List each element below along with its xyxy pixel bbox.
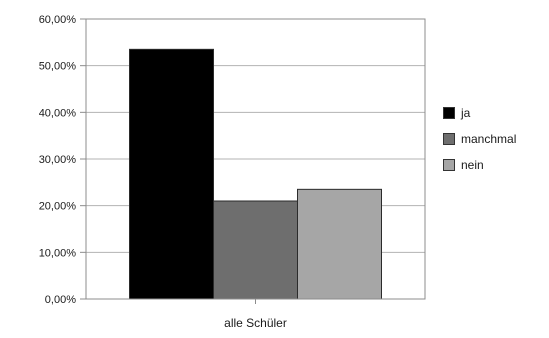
y-axis-ticks: 0,00% 10,00% 20,00% 30,00% 40,00% 50,00% 60,00…	[39, 14, 86, 306]
x-category-label: alle Schüler	[224, 316, 287, 330]
legend-item-manchmal: manchmal	[443, 129, 516, 149]
y-tick-label: 0,00%	[45, 294, 76, 306]
bar-nein	[297, 188, 382, 300]
legend-label-ja: ja	[461, 106, 471, 120]
legend: ja manchmal nein	[443, 103, 516, 181]
x-axis-categories: alle Schüler	[224, 299, 287, 330]
y-tick-label: 20,00%	[39, 201, 77, 213]
bar-ja	[129, 48, 214, 300]
legend-swatch-ja	[443, 107, 455, 119]
y-tick-label: 10,00%	[39, 247, 77, 259]
y-tick-label: 60,00%	[39, 14, 77, 26]
y-tick-label: 50,00%	[39, 61, 77, 73]
legend-swatch-manchmal	[443, 133, 455, 145]
legend-item-nein: nein	[443, 155, 516, 175]
bar-manchmal	[213, 200, 298, 300]
legend-item-ja: ja	[443, 103, 516, 123]
y-tick-label: 40,00%	[39, 107, 77, 119]
legend-label-nein: nein	[461, 158, 484, 172]
legend-label-manchmal: manchmal	[461, 132, 517, 146]
legend-swatch-nein	[443, 159, 455, 171]
y-tick-label: 30,00%	[39, 154, 77, 166]
bars	[129, 48, 382, 300]
